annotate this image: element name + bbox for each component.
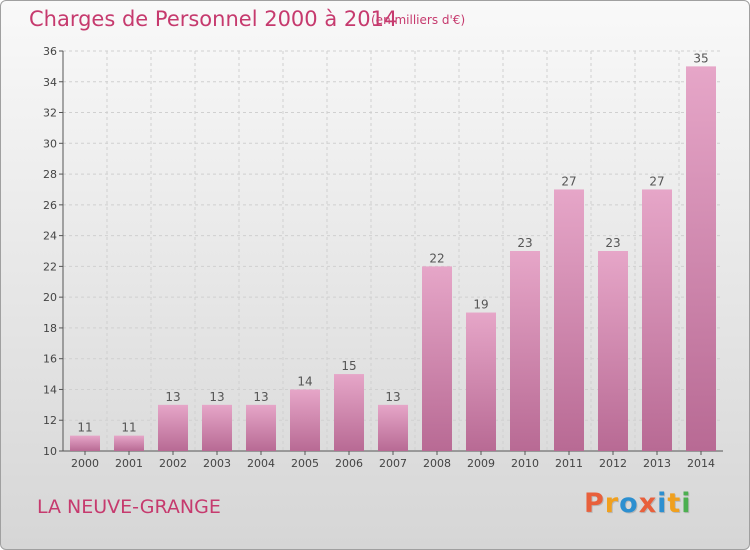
bar	[686, 66, 716, 451]
bar	[202, 404, 232, 451]
proxiti-logo[interactable]: Proxiti	[584, 488, 692, 519]
x-tick-label: 2005	[291, 457, 319, 470]
chart-title: Charges de Personnel 2000 à 2014	[29, 7, 398, 31]
logo-letter: o	[619, 488, 639, 519]
bar-value-label: 27	[649, 174, 664, 188]
bar	[290, 389, 320, 451]
logo-letter: x	[638, 488, 658, 519]
bar	[642, 189, 672, 451]
logo-letter: r	[604, 488, 620, 519]
bar-value-label: 27	[561, 174, 576, 188]
y-tick-label: 24	[43, 230, 57, 243]
y-tick-label: 36	[43, 45, 57, 58]
bar-value-label: 13	[209, 390, 224, 404]
bar	[422, 266, 452, 451]
commune-name: LA NEUVE-GRANGE	[37, 496, 221, 518]
y-tick-label: 28	[43, 168, 57, 181]
y-tick-label: 18	[43, 322, 57, 335]
x-tick-label: 2011	[555, 457, 583, 470]
x-tick-label: 2012	[599, 457, 627, 470]
y-tick-label: 34	[43, 76, 57, 89]
bar-value-label: 11	[77, 421, 92, 435]
x-tick-label: 2004	[247, 457, 275, 470]
y-tick-label: 32	[43, 107, 57, 120]
logo-letter: P	[584, 488, 605, 519]
bar-value-label: 23	[605, 236, 620, 250]
bar	[114, 435, 144, 451]
bar	[70, 435, 100, 451]
y-tick-label: 30	[43, 137, 57, 150]
bar-value-label: 15	[341, 359, 356, 373]
y-tick-label: 14	[43, 383, 57, 396]
chart-subtitle: (en milliers d'€)	[371, 13, 466, 27]
x-tick-label: 2013	[643, 457, 671, 470]
bar-value-label: 13	[253, 390, 268, 404]
x-tick-label: 2006	[335, 457, 363, 470]
value-labels: 11 11 13 13 13 14 15 13 22 19 23 27 23 27 35	[77, 51, 708, 434]
logo-letter: t	[667, 488, 682, 519]
tick-labels: 10 12 14 16 18 20 22 24 26 28 30 32 34 36 2000 2001 2002…	[43, 45, 715, 470]
bar	[334, 374, 364, 451]
x-tick-label: 2007	[379, 457, 407, 470]
bar-value-label: 22	[429, 251, 444, 265]
x-tick-label: 2014	[687, 457, 715, 470]
x-tick-label: 2008	[423, 457, 451, 470]
y-tick-label: 10	[43, 445, 57, 458]
bar	[246, 404, 276, 451]
bar-value-label: 11	[121, 421, 136, 435]
logo-letter: i	[681, 488, 692, 519]
x-tick-label: 2003	[203, 457, 231, 470]
bar-value-label: 13	[385, 390, 400, 404]
bar	[510, 251, 540, 451]
bar	[466, 312, 496, 451]
bar-value-label: 14	[297, 374, 312, 388]
x-tick-label: 2000	[71, 457, 99, 470]
x-tick-label: 2010	[511, 457, 539, 470]
bar	[598, 251, 628, 451]
bar-value-label: 35	[693, 51, 708, 65]
x-tick-label: 2009	[467, 457, 495, 470]
y-tick-label: 22	[43, 260, 57, 273]
y-tick-label: 16	[43, 353, 57, 366]
x-tick-label: 2002	[159, 457, 187, 470]
bars	[70, 66, 716, 451]
bar-value-label: 13	[165, 390, 180, 404]
y-tick-label: 26	[43, 199, 57, 212]
bar-value-label: 23	[517, 236, 532, 250]
x-tick-label: 2001	[115, 457, 143, 470]
bar	[158, 404, 188, 451]
bar-value-label: 19	[473, 298, 488, 312]
logo-letter: i	[657, 488, 668, 519]
y-tick-label: 20	[43, 291, 57, 304]
bar	[554, 189, 584, 451]
y-tick-label: 12	[43, 414, 57, 427]
bar	[378, 404, 408, 451]
